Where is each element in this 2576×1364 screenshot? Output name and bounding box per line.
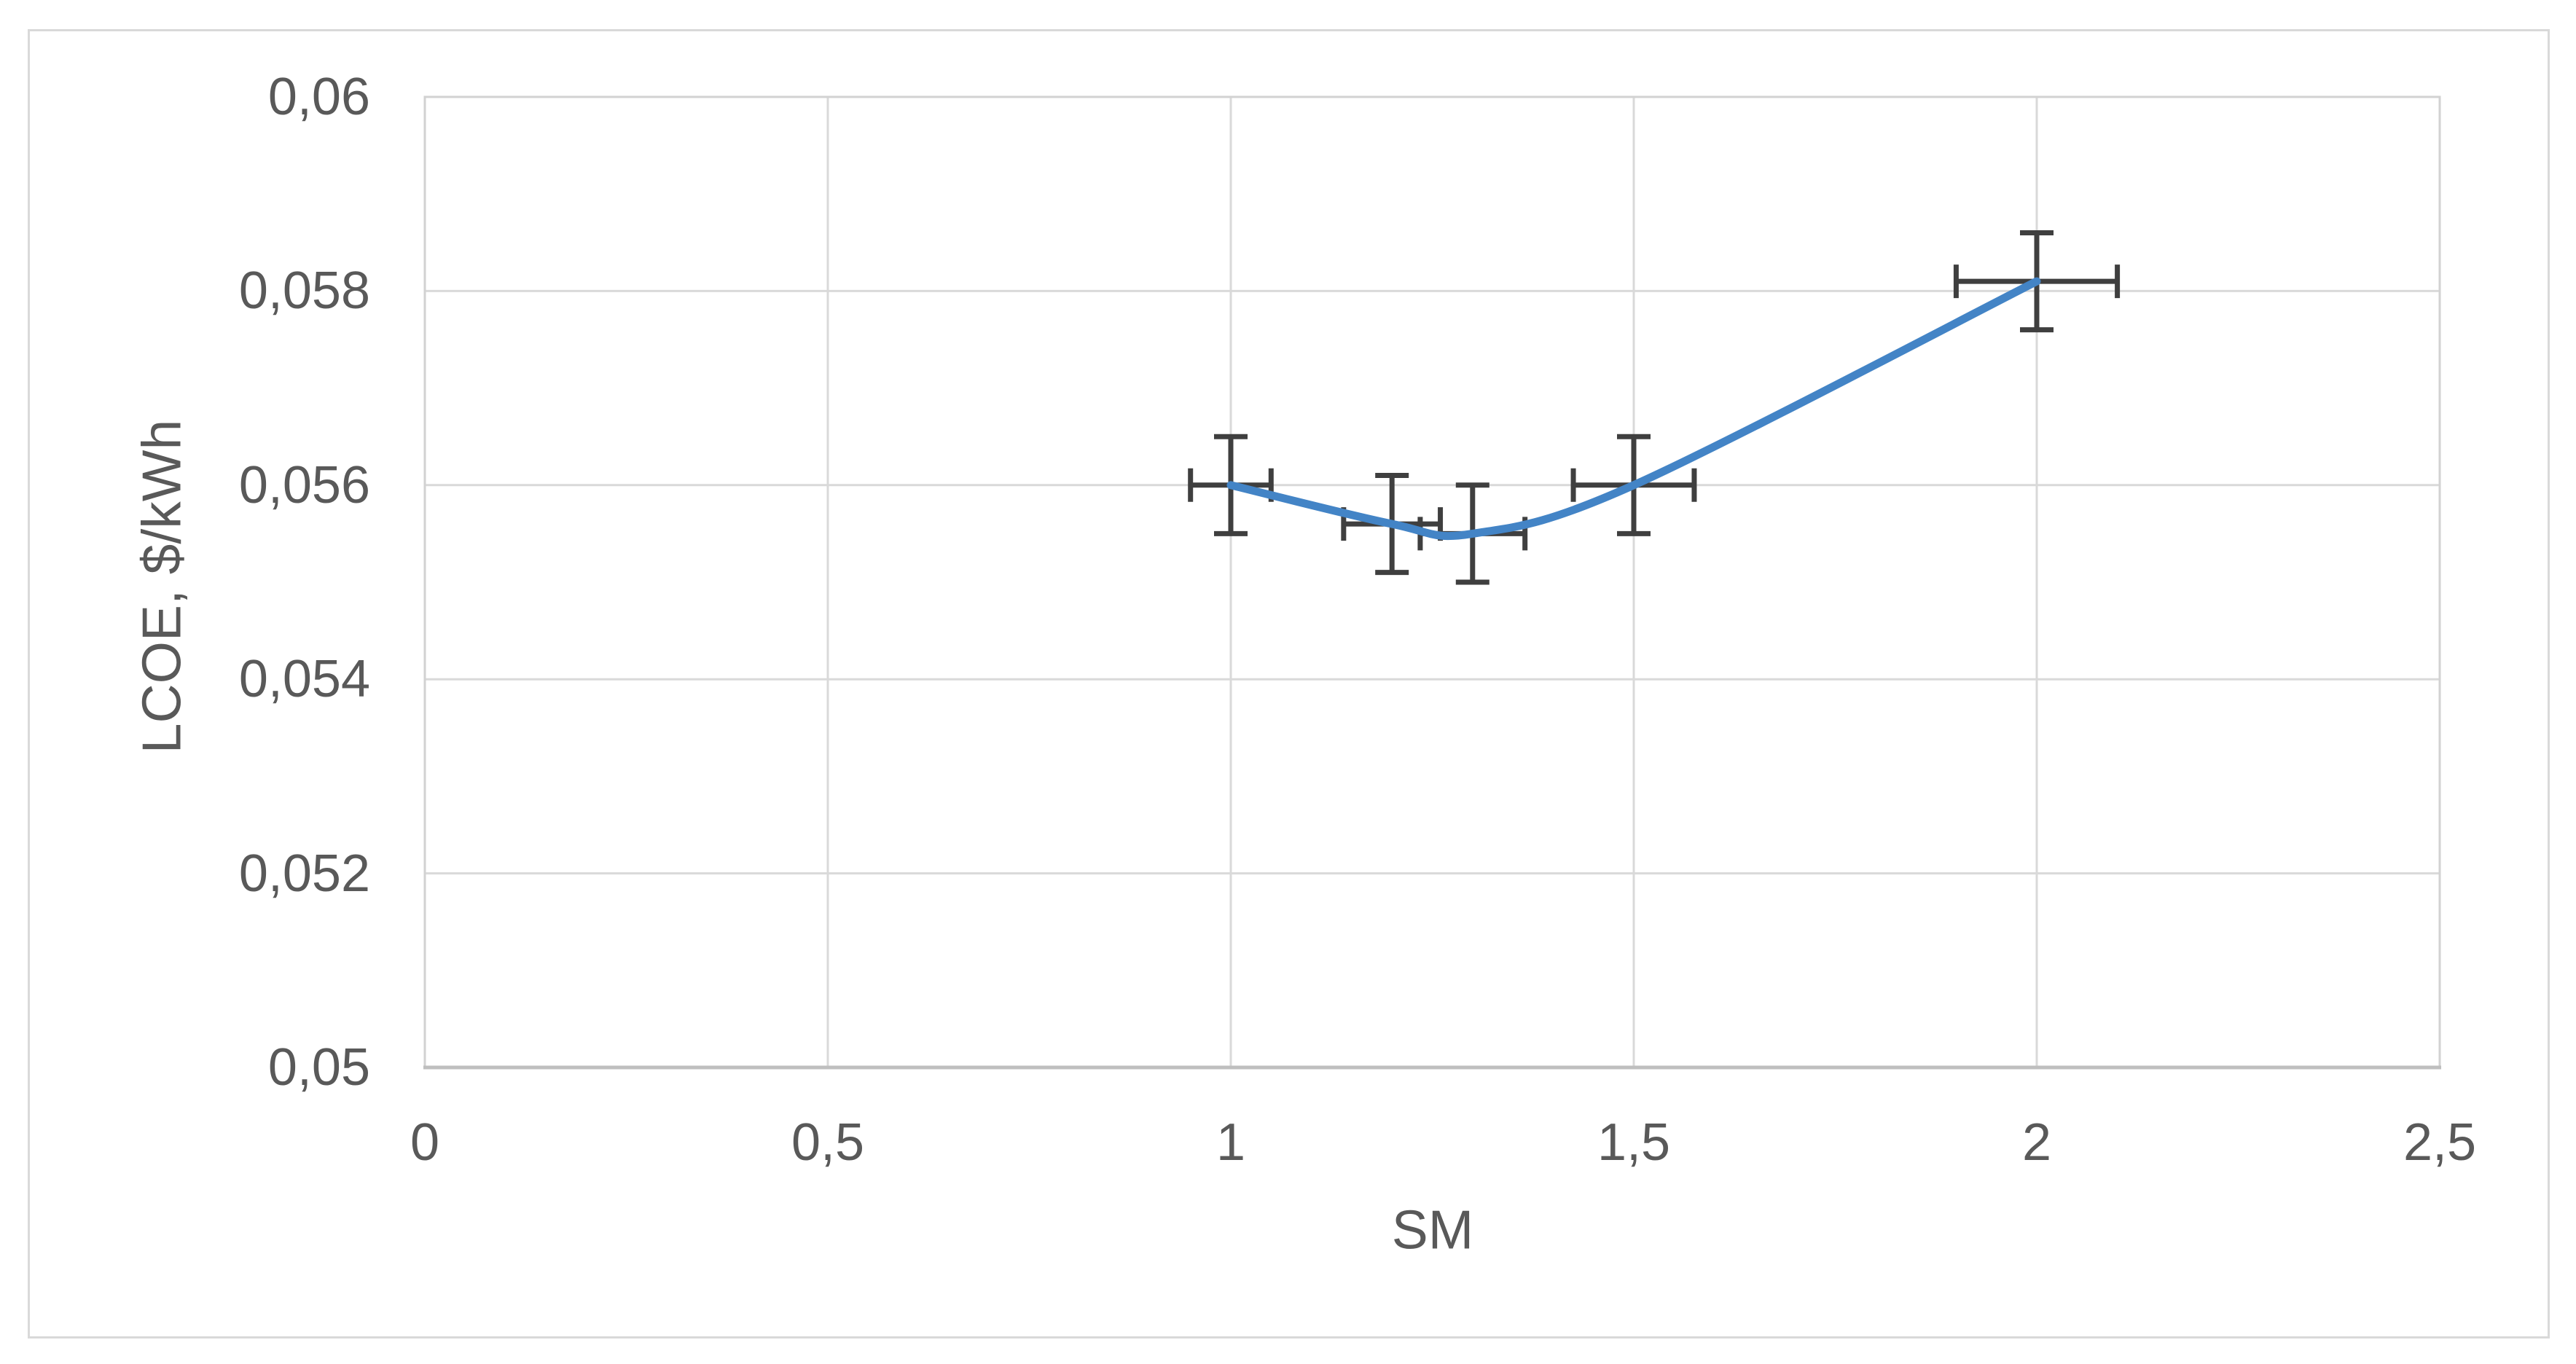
y-axis-title: LCOE, $/kWh [130, 419, 192, 754]
y-tick-label: 0,05 [267, 1038, 370, 1097]
x-tick-label: 0,5 [791, 1113, 865, 1172]
x-tick-label: 2 [2021, 1113, 2052, 1172]
plot-border [423, 95, 2441, 1069]
y-tick-label: 0,06 [267, 68, 370, 126]
chart-frame [28, 29, 2550, 1338]
x-tick-label: 0 [410, 1113, 440, 1172]
x-tick-label: 1 [1215, 1113, 1246, 1172]
lcoe-curve [1226, 277, 2041, 541]
x-axis-title: SM [1391, 1199, 1474, 1261]
y-tick-label: 0,058 [238, 262, 370, 321]
y-tick-label: 0,052 [238, 844, 370, 903]
y-tick-label: 0,056 [238, 455, 370, 514]
y-tick-label: 0,054 [238, 650, 370, 709]
x-tick-label: 2,5 [2403, 1113, 2477, 1172]
x-tick-label: 1,5 [1597, 1113, 1671, 1172]
